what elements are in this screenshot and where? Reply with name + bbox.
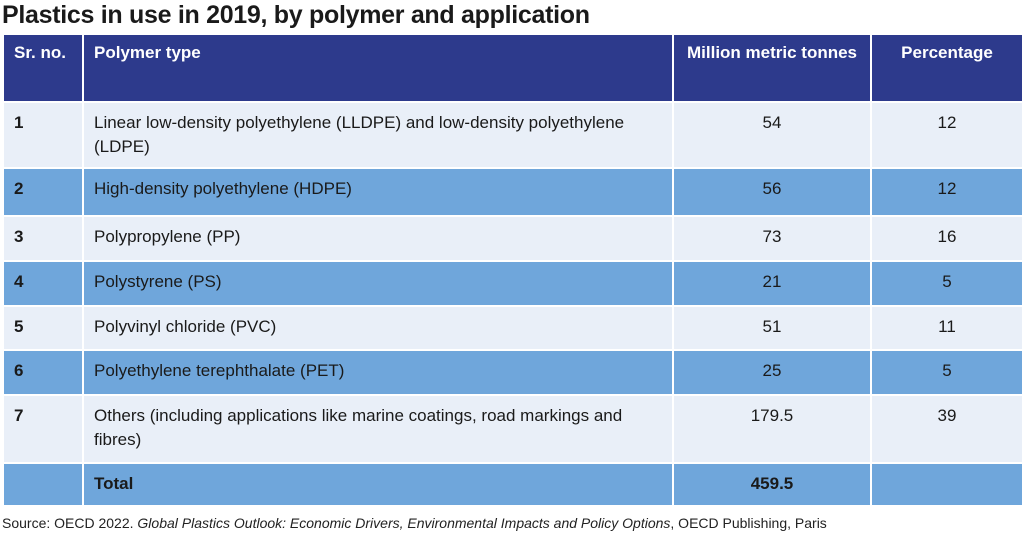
cell-tonnes: 179.5 xyxy=(672,394,872,464)
header-million-metric-tonnes: Million metric tonnes xyxy=(672,33,872,103)
header-percentage: Percentage xyxy=(870,33,1024,103)
data-table: Sr. no. Polymer type Million metric tonn… xyxy=(2,33,1024,507)
cell-percentage: 39 xyxy=(870,394,1024,464)
cell-sr-no: 2 xyxy=(2,167,84,217)
source-prefix: Source: OECD 2022. xyxy=(2,515,138,531)
cell-empty xyxy=(870,462,1024,507)
cell-sr-no: 1 xyxy=(2,101,84,169)
cell-percentage: 5 xyxy=(870,349,1024,396)
header-row: Sr. no. Polymer type Million metric tonn… xyxy=(2,33,1024,103)
cell-percentage: 12 xyxy=(870,167,1024,217)
cell-tonnes: 56 xyxy=(672,167,872,217)
cell-sr-no: 5 xyxy=(2,305,84,351)
table-row: 3 Polypropylene (PP) 73 16 xyxy=(2,215,1024,262)
cell-sr-no: 3 xyxy=(2,215,84,262)
cell-percentage: 12 xyxy=(870,101,1024,169)
cell-polymer-type: Polystyrene (PS) xyxy=(82,260,674,307)
header-polymer-type: Polymer type xyxy=(82,33,674,103)
cell-polymer-type: Polyethylene terephthalate (PET) xyxy=(82,349,674,396)
table-row: 4 Polystyrene (PS) 21 5 xyxy=(2,260,1024,307)
cell-polymer-type: High-density polyethylene (HDPE) xyxy=(82,167,674,217)
chart-title: Plastics in use in 2019, by polymer and … xyxy=(2,1,590,29)
table-row: 7 Others (including applications like mar… xyxy=(2,394,1024,464)
cell-polymer-type: Linear low-density polyethylene (LLDPE) … xyxy=(82,101,674,169)
cell-percentage: 5 xyxy=(870,260,1024,307)
cell-percentage: 11 xyxy=(870,305,1024,351)
total-label: Total xyxy=(82,462,674,507)
cell-polymer-type: Polyvinyl chloride (PVC) xyxy=(82,305,674,351)
table-row: 5 Polyvinyl chloride (PVC) 51 11 xyxy=(2,305,1024,351)
cell-empty xyxy=(2,462,84,507)
cell-tonnes: 51 xyxy=(672,305,872,351)
cell-polymer-type: Polypropylene (PP) xyxy=(82,215,674,262)
cell-sr-no: 4 xyxy=(2,260,84,307)
cell-tonnes: 25 xyxy=(672,349,872,396)
cell-tonnes: 54 xyxy=(672,101,872,169)
cell-sr-no: 7 xyxy=(2,394,84,464)
table-row: 1 Linear low-density polyethylene (LLDPE)… xyxy=(2,101,1024,169)
header-sr-no: Sr. no. xyxy=(2,33,84,103)
cell-tonnes: 21 xyxy=(672,260,872,307)
cell-polymer-type: Others (including applications like mari… xyxy=(82,394,674,464)
source-note: Source: OECD 2022. Global Plastics Outlo… xyxy=(2,513,1002,533)
table-row: 6 Polyethylene terephthalate (PET) 25 5 xyxy=(2,349,1024,396)
source-title: Global Plastics Outlook: Economic Driver… xyxy=(137,515,671,531)
table-row: 2 High-density polyethylene (HDPE) 56 12 xyxy=(2,167,1024,217)
source-suffix: , OECD Publishing, Paris xyxy=(670,515,827,531)
cell-percentage: 16 xyxy=(870,215,1024,262)
cell-tonnes: 73 xyxy=(672,215,872,262)
total-row: Total 459.5 xyxy=(2,462,1024,507)
cell-sr-no: 6 xyxy=(2,349,84,396)
total-value: 459.5 xyxy=(672,462,872,507)
